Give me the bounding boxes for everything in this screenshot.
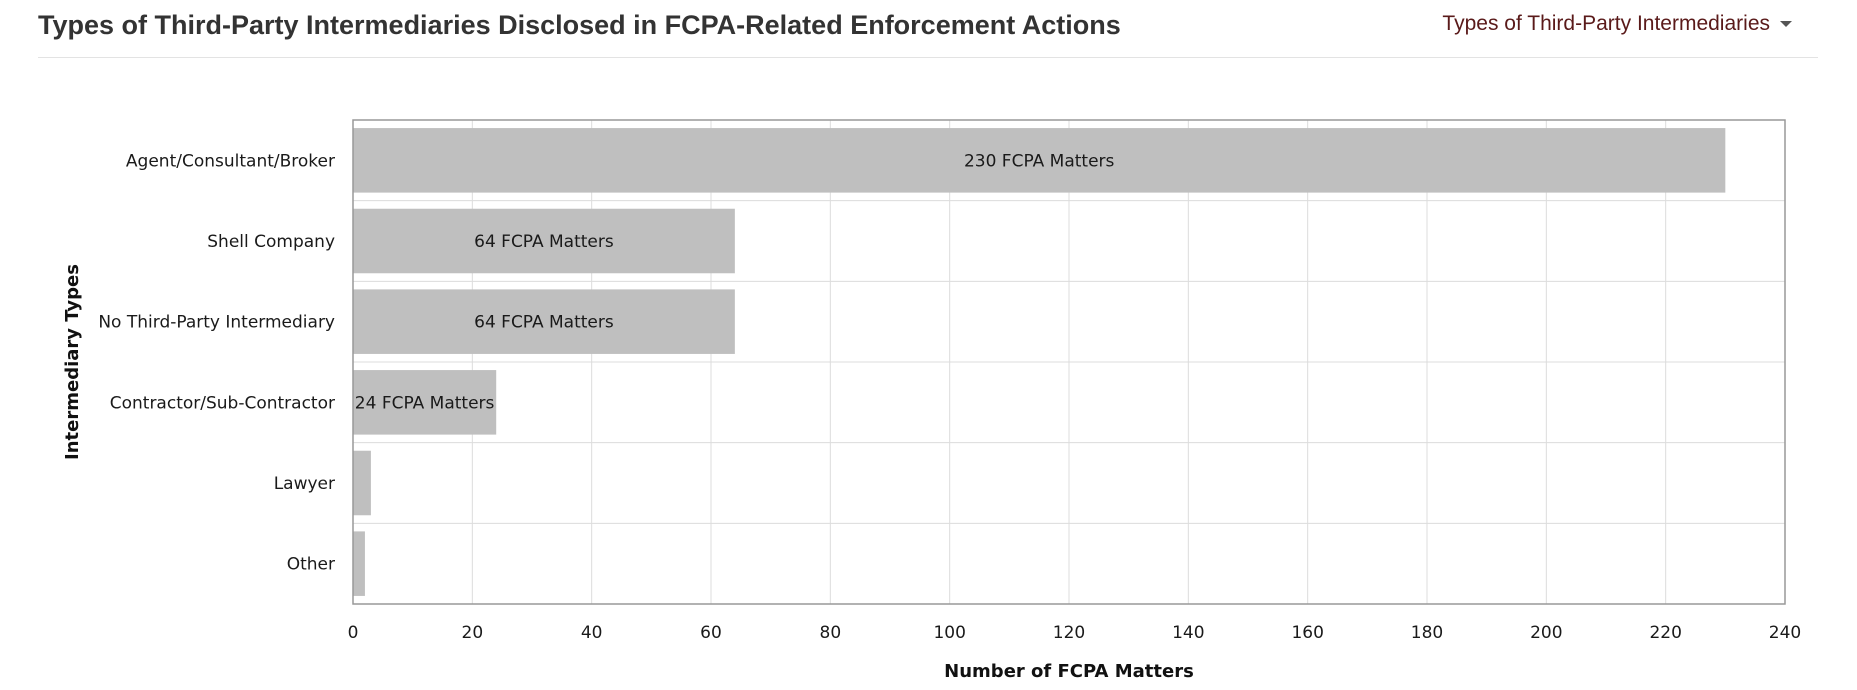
dropdown-label: Types of Third-Party Intermediaries: [1442, 12, 1770, 35]
chart-type-dropdown[interactable]: Types of Third-Party Intermediaries: [1442, 12, 1792, 36]
y-category-label: Other: [287, 555, 335, 575]
y-category-label: Lawyer: [274, 474, 335, 494]
x-axis-title: Number of FCPA Matters: [944, 661, 1194, 682]
x-tick-label: 200: [1530, 623, 1562, 643]
bar-data-label: 230 FCPA Matters: [964, 151, 1115, 171]
x-tick-label: 240: [1769, 623, 1801, 643]
x-tick-label: 120: [1053, 623, 1085, 643]
y-category-label: Shell Company: [207, 232, 335, 252]
y-axis-title: Intermediary Types: [62, 264, 83, 460]
x-tick-label: 160: [1291, 623, 1323, 643]
bar[interactable]: [353, 370, 497, 435]
x-tick-label: 100: [933, 623, 965, 643]
bar[interactable]: [353, 450, 371, 516]
x-tick-label: 20: [462, 623, 484, 643]
x-tick-label: 140: [1172, 623, 1204, 643]
y-category-label: No Third-Party Intermediary: [98, 313, 335, 333]
x-tick-label: 220: [1649, 623, 1681, 643]
bars: [353, 128, 1726, 596]
bar-data-label: 64 FCPA Matters: [474, 232, 614, 252]
bar[interactable]: [353, 531, 365, 596]
bar[interactable]: [353, 128, 1726, 193]
bar-data-label: 64 FCPA Matters: [474, 313, 614, 333]
labels: 0 20 40 60 80 100 120 140 160 180 200 220 240 Agent/C…: [98, 151, 1801, 643]
x-tick-label: 40: [581, 623, 603, 643]
plot-frame: [352, 119, 1786, 605]
bar-data-label: 24 FCPA Matters: [355, 393, 495, 413]
page-title: Types of Third-Party Intermediaries Disc…: [38, 10, 1121, 40]
caret-down-icon: [1780, 21, 1792, 27]
bar[interactable]: [353, 208, 735, 274]
x-tick-label: 180: [1411, 623, 1443, 643]
y-category-label: Contractor/Sub-Contractor: [110, 393, 335, 413]
x-tick-label: 60: [700, 623, 722, 643]
x-tick-label: 80: [820, 623, 842, 643]
bar[interactable]: [353, 289, 735, 354]
x-tick-label: 0: [348, 623, 359, 643]
chart-header: Types of Third-Party Intermediaries Disc…: [38, 0, 1818, 58]
y-category-label: Agent/Consultant/Broker: [126, 151, 335, 171]
